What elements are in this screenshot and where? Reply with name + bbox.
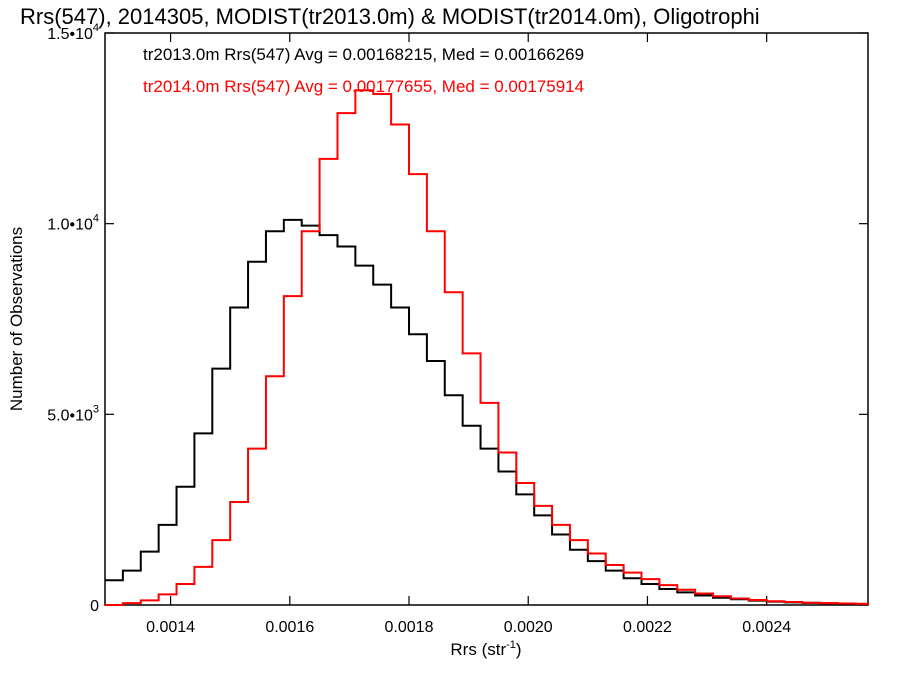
x-tick-label-2: 0.0018 [385,619,434,636]
y-tick-label-base-3: 1.5•10 [47,26,93,43]
x-tick-label-1: 0.0016 [265,619,314,636]
y-tick-label-sup-3: 4 [93,22,99,34]
y-tick-label-base-2: 1.0•10 [47,217,93,234]
legend-entry-tr2013: tr2013.0m Rrs(547) Avg = 0.00168215, Med… [143,45,584,64]
series-line-0 [105,218,869,605]
x-tick-label-5: 0.0024 [742,619,791,636]
y-tick-label-0: 0 [90,598,99,615]
y-tick-label-3: 1.5•104 [47,22,99,43]
y-tick-label-base-0: 0 [90,598,99,615]
legend-entry-tr2014: tr2014.0m Rrs(547) Avg = 0.00177655, Med… [143,77,584,96]
x-tick-label-0: 0.0014 [146,619,195,636]
y-axis-label: Number of Observations [7,227,26,411]
y-tick-label-2: 1.0•104 [47,213,99,234]
y-tick-label-sup-1: 3 [93,403,99,415]
x-tick-label-3: 0.0020 [504,619,553,636]
y-tick-label-base-1: 5.0•10 [47,407,93,424]
x-axis-ticks: 0.0014 0.0016 0.0018 0.0020 0.0022 0.0024 [146,33,791,636]
x-axis-label-tail: ) [516,640,522,659]
series-line-1 [105,89,869,606]
y-tick-label-1: 5.0•103 [47,403,99,424]
series-layer [105,89,869,606]
x-tick-label-4: 0.0022 [623,619,672,636]
x-axis-label: Rrs (str-1) [450,639,521,659]
y-tick-label-sup-2: 4 [93,213,99,225]
x-axis-label-sup: -1 [506,639,516,651]
chart-title: Rrs(547), 2014305, MODIST(tr2013.0m) & M… [20,4,760,29]
plot-frame [104,32,869,606]
x-axis-label-base: Rrs (str [450,640,506,659]
